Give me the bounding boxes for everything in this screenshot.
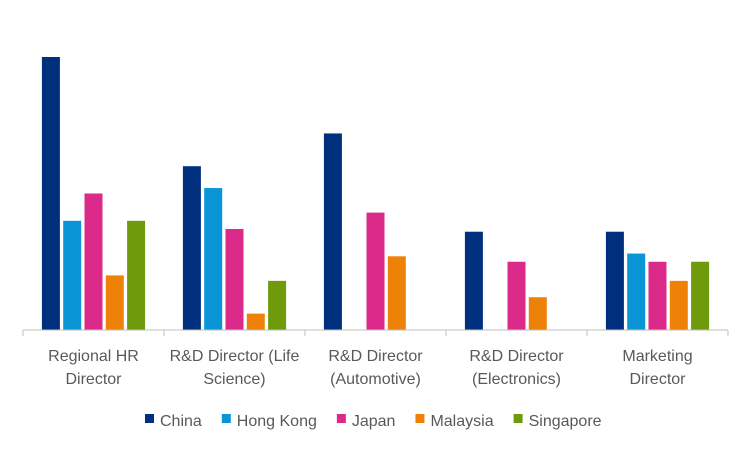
bar-china-3 <box>323 133 342 330</box>
x-tick-label: Director <box>629 371 686 388</box>
category-labels: Regional HR Director R&D Director (Life Sci… <box>48 348 692 388</box>
legend-swatch-malaysia <box>415 414 425 423</box>
x-axis-ticks <box>22 330 729 336</box>
bar-china-4 <box>464 231 483 330</box>
legend-swatch-singapore <box>513 414 523 423</box>
bar-malaysia-1 <box>105 275 124 330</box>
legend: China Hong Kong Japan Malaysia Singapore <box>145 413 602 430</box>
bar-china-5 <box>605 231 624 330</box>
bar-japan-4 <box>507 261 526 330</box>
x-tick-label: Regional HR <box>48 348 139 365</box>
bar-japan-5 <box>648 261 667 330</box>
x-tick-label: Marketing <box>622 348 692 365</box>
bar-hong-kong-2 <box>204 188 223 330</box>
bar-malaysia-2 <box>246 313 265 330</box>
legend-swatch-hong-kong <box>221 414 231 423</box>
legend-label-japan: Japan <box>352 413 396 430</box>
bar-singapore-2 <box>268 280 287 330</box>
legend-swatch-china <box>145 414 154 423</box>
legend-label-singapore: Singapore <box>529 413 602 430</box>
x-tick-label: Director <box>65 371 122 388</box>
bar-singapore-5 <box>691 261 710 330</box>
x-tick-label: R&D Director (Life <box>170 348 300 365</box>
bar-malaysia-5 <box>669 280 688 330</box>
x-tick-label: (Automotive) <box>330 371 421 388</box>
x-tick-label: R&D Director <box>328 348 423 365</box>
bars-group <box>41 57 710 330</box>
bar-malaysia-4 <box>528 297 547 330</box>
bar-china-2 <box>182 166 201 330</box>
bar-malaysia-3 <box>387 256 406 330</box>
x-tick-label: Science) <box>203 371 265 388</box>
bar-japan-2 <box>225 228 244 330</box>
legend-label-malaysia: Malaysia <box>430 413 493 430</box>
legend-label-hong-kong: Hong Kong <box>237 413 317 430</box>
bar-japan-3 <box>366 212 385 330</box>
bar-hong-kong-1 <box>63 220 82 330</box>
bar-singapore-1 <box>127 220 146 330</box>
bar-china-1 <box>41 57 60 330</box>
legend-label-china: China <box>160 413 202 430</box>
legend-swatch-japan <box>336 414 346 423</box>
x-tick-label: (Electronics) <box>472 371 561 388</box>
x-tick-label: R&D Director <box>469 348 564 365</box>
bar-hong-kong-5 <box>627 253 646 330</box>
bar-japan-1 <box>84 193 103 330</box>
